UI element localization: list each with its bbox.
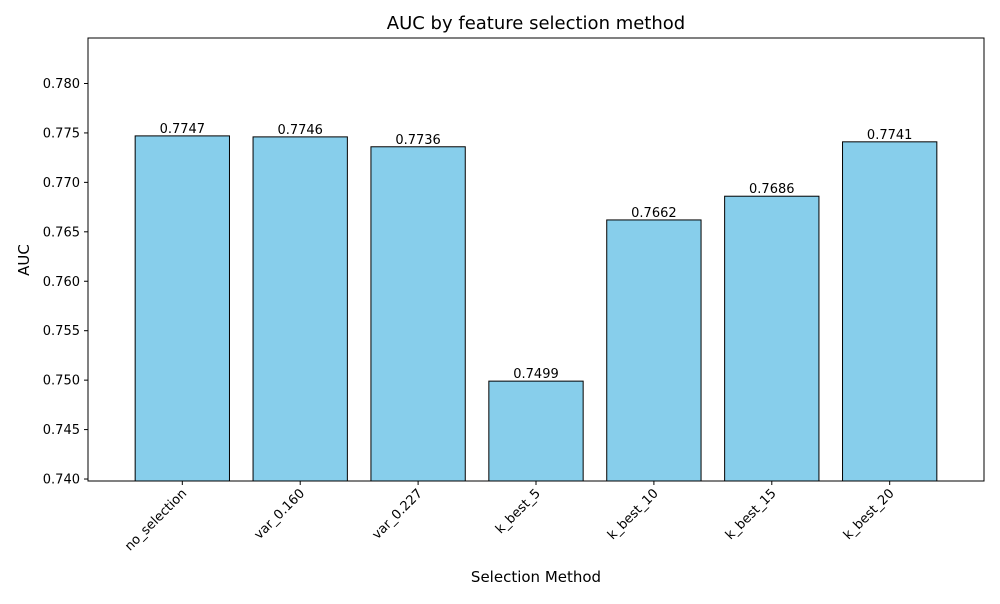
y-tick-label: 0.750 xyxy=(43,374,80,389)
x-axis-label: Selection Method xyxy=(471,568,601,586)
bar-value-label: 0.7662 xyxy=(631,206,677,221)
bar-k_best_5 xyxy=(488,380,584,482)
bar-k_best_10 xyxy=(606,219,702,482)
y-tick-label: 0.775 xyxy=(43,126,80,141)
y-tick-label: 0.765 xyxy=(43,225,80,240)
bar-labels-group: 0.7747 0.7746 0.7736 0.7499 0.7662 0.7686 0.77… xyxy=(160,122,913,382)
bar-value-label: 0.7499 xyxy=(513,367,559,382)
y-tick-label: 0.745 xyxy=(43,423,80,438)
bar-k_best_15 xyxy=(724,195,820,482)
bar-var_0.160 xyxy=(252,136,348,482)
bar-value-label: 0.7741 xyxy=(867,128,913,143)
y-axis-label: AUC xyxy=(15,244,33,276)
y-tick-label: 0.755 xyxy=(43,324,80,339)
y-tick-label: 0.770 xyxy=(43,176,80,191)
bar-value-label: 0.7746 xyxy=(277,123,323,138)
bar-value-label: 0.7686 xyxy=(749,182,795,197)
bar-value-label: 0.7747 xyxy=(160,122,206,137)
bar-var_0.227 xyxy=(370,146,466,482)
bar-no_selection xyxy=(134,135,230,482)
y-axis-ticks: 0.740 0.745 0.750 0.755 0.760 0.765 0.770 0.775… xyxy=(43,77,88,488)
y-tick-label: 0.740 xyxy=(43,473,80,488)
chart-title: AUC by feature selection method xyxy=(387,13,685,34)
y-tick-label: 0.760 xyxy=(43,275,80,290)
bar-k_best_20 xyxy=(842,141,938,482)
bars-group xyxy=(134,135,938,482)
bar-value-label: 0.7736 xyxy=(395,133,441,148)
y-tick-label: 0.780 xyxy=(43,77,80,92)
